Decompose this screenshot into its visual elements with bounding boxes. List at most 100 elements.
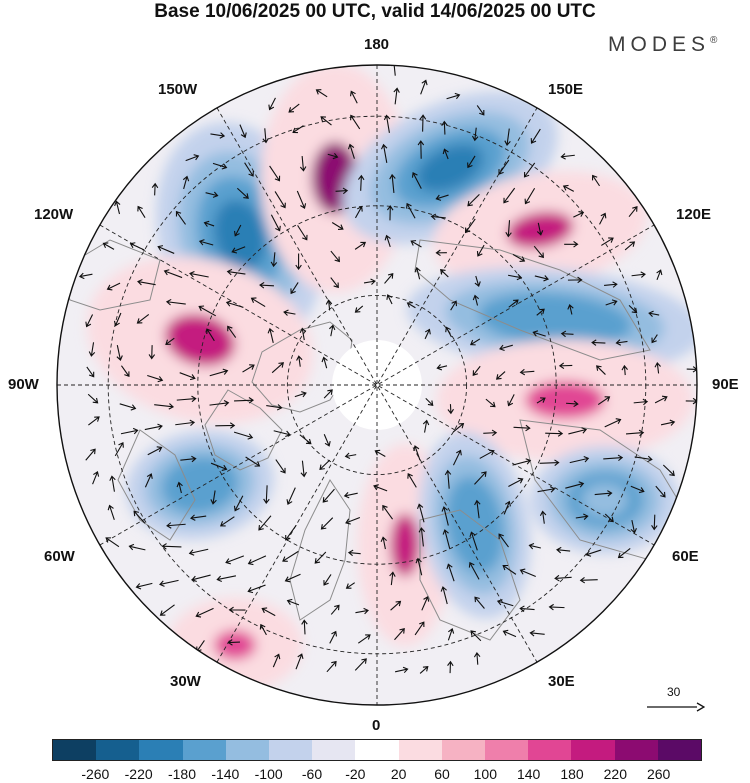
- colorbar-swatch: [485, 740, 529, 760]
- wind-arrow: [539, 459, 560, 466]
- wind-arrow: [290, 282, 299, 295]
- wind-arrow: [374, 449, 386, 457]
- lon-label-0: 0: [372, 717, 381, 734]
- wind-arrow: [662, 464, 675, 477]
- wind-arrow: [102, 242, 115, 250]
- wind-arrow: [86, 366, 95, 378]
- wind-arrow: [507, 273, 523, 281]
- wind-arrow: [227, 325, 237, 338]
- wind-arrow: [394, 628, 405, 641]
- wind-arrow: [105, 537, 120, 548]
- wind-arrow: [446, 563, 455, 582]
- lon-label-180: 180: [364, 36, 390, 53]
- wind-arrow: [159, 579, 179, 587]
- wind-arrow: [604, 418, 622, 428]
- coastline: [204, 389, 283, 471]
- wind-arrow: [470, 630, 482, 642]
- wind-arrow: [523, 162, 536, 178]
- wind-arrow: [273, 430, 291, 437]
- wind-arrow: [435, 249, 447, 257]
- wind-arrow: [245, 456, 261, 467]
- wind-arrow: [452, 449, 462, 466]
- wind-arrow: [445, 326, 452, 338]
- wind-arrow: [344, 452, 357, 460]
- wind-arrow: [144, 423, 163, 431]
- wind-arrow: [604, 513, 614, 523]
- wind-arrow: [247, 555, 267, 566]
- negative-anomaly-center: [406, 267, 697, 373]
- wind-arrow: [474, 596, 485, 609]
- wind-arrow: [331, 222, 344, 230]
- wind-arrow: [295, 253, 302, 271]
- wind-arrow: [242, 364, 255, 373]
- wind-arrow: [441, 506, 449, 526]
- wind-arrow: [225, 300, 244, 308]
- wind-arrow: [594, 490, 613, 497]
- wind-arrow: [272, 653, 281, 668]
- wind-arrow: [415, 557, 423, 576]
- colorbar-tick-label: 220: [603, 766, 628, 782]
- wind-arrow: [565, 481, 585, 489]
- wind-arrow: [615, 339, 628, 346]
- graticule: [57, 65, 697, 705]
- wind-arrow: [323, 389, 333, 399]
- wind-arrow: [326, 660, 337, 673]
- wind-arrow: [414, 621, 425, 636]
- wind-arrow: [191, 574, 211, 583]
- wind-arrow: [286, 487, 296, 505]
- wind-arrow: [441, 120, 448, 135]
- wind-arrow: [567, 303, 574, 315]
- reference-vector-label: 30: [667, 685, 681, 699]
- wind-arrow: [233, 495, 244, 512]
- wind-arrow: [148, 345, 156, 360]
- wind-arrow: [411, 172, 422, 189]
- wind-arrow: [558, 362, 573, 369]
- wind-arrow: [347, 549, 361, 557]
- positive-anomaly-center: [87, 256, 313, 424]
- wind-arrow: [159, 604, 175, 616]
- wind-arrow: [655, 485, 666, 498]
- colorbar-swatch: [139, 740, 183, 760]
- wind-arrow: [442, 529, 451, 549]
- wind-arrow: [686, 366, 697, 373]
- wind-arrow: [382, 504, 394, 520]
- wind-arrow: [363, 278, 376, 285]
- wind-arrow: [425, 398, 434, 406]
- wind-arrow: [151, 182, 159, 196]
- wind-arrow: [536, 397, 546, 404]
- wind-arrow: [210, 132, 226, 139]
- wind-arrow: [322, 488, 335, 503]
- wind-arrow: [416, 503, 425, 523]
- wind-arrow: [436, 364, 448, 371]
- wind-arrow: [239, 124, 247, 139]
- wind-arrow: [129, 242, 145, 251]
- wind-arrow: [296, 190, 307, 209]
- wind-arrow: [354, 658, 367, 671]
- wind-arrow: [320, 116, 332, 126]
- wind-arrow: [176, 481, 183, 494]
- wind-arrow: [474, 471, 487, 485]
- wind-arrow: [560, 153, 575, 160]
- wind-arrow: [444, 469, 452, 489]
- colorbar-swatch: [614, 740, 658, 760]
- wind-arrow: [579, 576, 598, 584]
- wind-arrow: [85, 314, 94, 328]
- wind-arrow: [215, 422, 236, 429]
- lon-label-60w: 60W: [44, 548, 75, 565]
- wind-arrow: [508, 477, 524, 487]
- colorbar-swatch: [312, 740, 356, 760]
- wind-arrow: [135, 582, 153, 590]
- wind-arrow: [420, 79, 428, 95]
- wind-arrow: [479, 449, 495, 459]
- map-border: [56, 64, 698, 706]
- colorbar-tick-label: 140: [516, 766, 541, 782]
- wind-arrow: [113, 312, 122, 327]
- wind-arrow: [323, 574, 332, 586]
- wind-arrow: [87, 393, 99, 404]
- wind-arrow: [634, 455, 653, 463]
- brand-mark: ®: [710, 35, 718, 46]
- wind-arrow: [275, 459, 286, 474]
- wind-arrow: [315, 89, 328, 98]
- wind-arrow: [498, 533, 509, 548]
- wind-arrow: [137, 278, 156, 286]
